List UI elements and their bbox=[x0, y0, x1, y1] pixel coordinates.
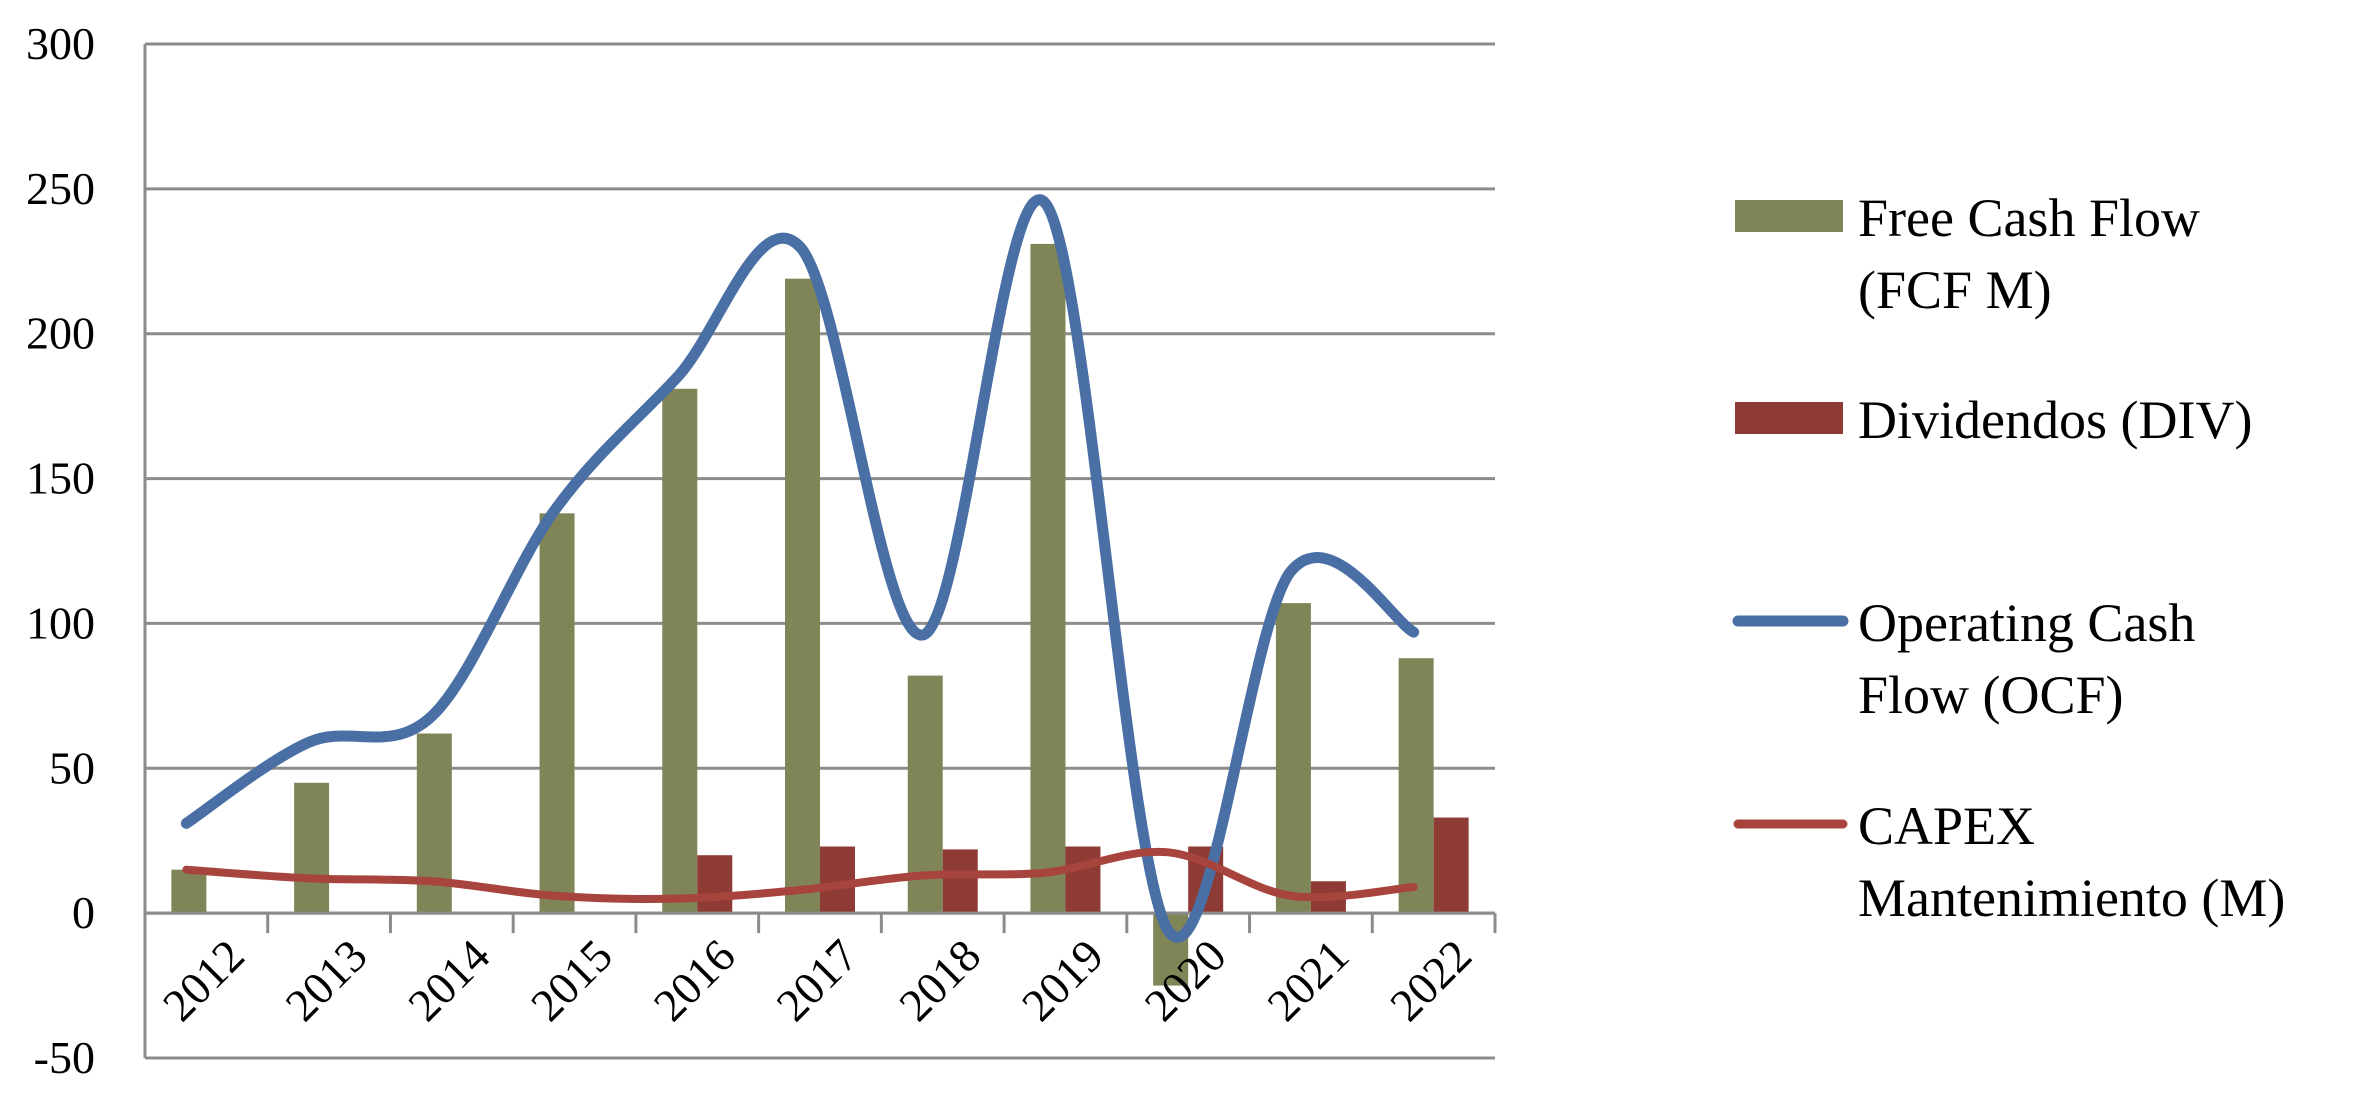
y-tick-label: 300 bbox=[26, 18, 95, 69]
bar bbox=[697, 855, 733, 914]
legend-label: Flow (OCF) bbox=[1858, 665, 2124, 725]
x-tick-label: 2012 bbox=[153, 930, 254, 1031]
legend: Free Cash Flow (FCF M) Dividendos (DIV) Ope… bbox=[1732, 188, 2285, 928]
bar bbox=[1065, 846, 1101, 914]
legend-label: (FCF M) bbox=[1858, 260, 2052, 320]
bar bbox=[1275, 603, 1311, 914]
x-tick-label: 2021 bbox=[1257, 930, 1358, 1031]
y-tick-label: 150 bbox=[26, 453, 95, 504]
axes bbox=[143, 44, 1497, 1058]
legend-swatch bbox=[1735, 200, 1843, 232]
legend-label: CAPEX bbox=[1858, 796, 2035, 856]
y-tick-label: 0 bbox=[72, 887, 95, 938]
y-tick-label: 250 bbox=[26, 163, 95, 214]
bar bbox=[539, 513, 575, 914]
legend-label: Mantenimiento (M) bbox=[1858, 868, 2285, 928]
y-tick-label: 200 bbox=[26, 308, 95, 359]
series-lines bbox=[180, 194, 1420, 943]
legend-label: Operating Cash bbox=[1858, 593, 2195, 653]
x-tick-label: 2022 bbox=[1380, 930, 1481, 1031]
x-tick-label: 2017 bbox=[766, 930, 867, 1031]
x-tick-label: 2013 bbox=[276, 930, 377, 1031]
y-tick-labels: 300 250 200 150 100 50 0 -50 bbox=[26, 18, 95, 1083]
series-line bbox=[182, 847, 1418, 904]
x-tick-label: 2016 bbox=[644, 930, 745, 1031]
bar bbox=[1433, 817, 1469, 914]
bar bbox=[820, 846, 855, 914]
bar bbox=[171, 869, 207, 914]
y-tick-label: 100 bbox=[26, 597, 95, 648]
bar bbox=[785, 278, 820, 914]
bar bbox=[662, 388, 698, 914]
legend-swatch bbox=[1735, 402, 1843, 434]
y-tick-label: 50 bbox=[49, 742, 95, 793]
x-tick-label: 2015 bbox=[521, 930, 622, 1031]
bars bbox=[171, 243, 1469, 986]
x-tick-label: 2019 bbox=[1012, 930, 1113, 1031]
x-tick-label: 2014 bbox=[398, 930, 499, 1031]
legend-label: Free Cash Flow bbox=[1858, 188, 2200, 248]
series-line bbox=[180, 194, 1420, 943]
bar bbox=[1030, 243, 1066, 914]
y-tick-label: -50 bbox=[34, 1032, 95, 1083]
x-tick-labels: 2012 2013 2014 2015 2016 2017 2018 2019 2020 2021… bbox=[153, 930, 1481, 1031]
x-tick-label: 2020 bbox=[1135, 930, 1236, 1031]
bar bbox=[942, 849, 978, 914]
legend-label: Dividendos (DIV) bbox=[1858, 390, 2252, 450]
bar bbox=[1398, 658, 1434, 914]
x-tick-label: 2018 bbox=[889, 930, 990, 1031]
bar bbox=[294, 782, 330, 914]
